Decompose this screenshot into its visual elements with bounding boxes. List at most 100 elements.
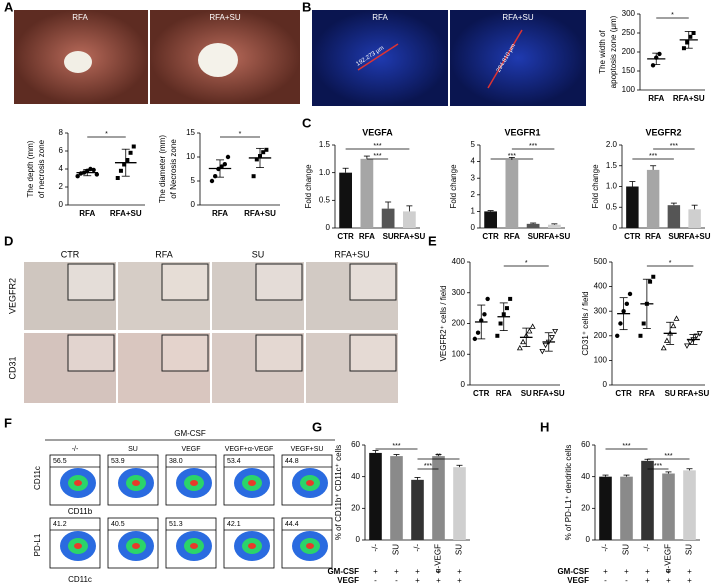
- y-tick-label: 0: [471, 223, 476, 232]
- x-tick-label: α-VEGF: [664, 544, 673, 573]
- point: [475, 330, 481, 335]
- micrograph-label: RFA+SU: [502, 13, 534, 22]
- lesion: [198, 43, 238, 77]
- point: [638, 333, 643, 338]
- panel-label: G: [312, 419, 322, 434]
- x-tick-label: SU: [521, 389, 532, 398]
- y-axis-label: % of CD11b⁺ CD11c⁺ cells: [334, 445, 343, 540]
- point: [213, 174, 218, 179]
- condition-value: +: [687, 567, 692, 576]
- condition-value: +: [436, 567, 441, 576]
- significance: ***: [670, 143, 678, 150]
- flow-value: 56.5: [53, 458, 67, 465]
- x-tick-label: CTR: [473, 389, 490, 398]
- point: [498, 321, 503, 326]
- y-tick-label: 40: [351, 472, 360, 481]
- point: [91, 167, 96, 173]
- y-tick-label: 0: [461, 380, 466, 389]
- bar: [505, 159, 519, 228]
- point: [526, 327, 533, 334]
- flow-column-label: VEGF+α-VEGF: [225, 446, 274, 453]
- point: [627, 291, 633, 297]
- x-tick-label: RFA: [648, 94, 664, 103]
- y-tick-label: 100: [594, 356, 608, 365]
- point: [688, 34, 693, 39]
- point: [225, 154, 231, 160]
- y-tick-label: 60: [351, 440, 360, 449]
- x-tick-label: CTR: [337, 232, 354, 241]
- significance: *: [669, 260, 672, 267]
- bar: [390, 456, 403, 540]
- bar: [453, 467, 466, 540]
- y-tick-label: 6: [59, 146, 64, 155]
- x-tick-label: SU: [392, 544, 401, 555]
- y-tick-label: 0.5: [606, 202, 618, 211]
- point: [504, 306, 509, 311]
- x-tick-label: RFA: [496, 389, 512, 398]
- significance: *: [105, 131, 108, 138]
- flow-population: [248, 480, 256, 486]
- bar: [688, 209, 701, 228]
- point: [219, 164, 224, 169]
- x-tick-label: RFA+SU: [677, 389, 709, 398]
- point: [482, 312, 487, 317]
- point: [641, 321, 646, 326]
- x-tick-label: RFA: [639, 389, 655, 398]
- x-tick-label: RFA+SU: [244, 209, 276, 218]
- y-tick-label: 4: [59, 164, 64, 173]
- x-tick-label: SU: [668, 232, 679, 241]
- condition-value: +: [645, 576, 650, 585]
- point: [683, 343, 690, 349]
- measure-line: [487, 29, 523, 89]
- flow-population: [306, 480, 314, 486]
- y-tick-label: 250: [622, 28, 636, 37]
- micrograph-label: RFA: [372, 13, 388, 22]
- y-tick-label: 300: [452, 288, 466, 297]
- bar: [641, 460, 654, 540]
- row-label: VEGFR2: [7, 278, 17, 314]
- condition-value: +: [436, 576, 441, 585]
- measure-line: [357, 43, 399, 71]
- point: [251, 174, 256, 179]
- y-tick-label: 0.5: [319, 195, 331, 204]
- point: [681, 46, 686, 51]
- y-axis-label: % of PD-L1⁺ dendritic cells: [564, 445, 573, 541]
- point: [696, 331, 703, 337]
- row-label: CD31: [7, 356, 17, 379]
- flow-column-label: SU: [128, 446, 138, 453]
- y-tick-label: 100: [622, 85, 636, 94]
- y-tick-label: 1.0: [319, 168, 331, 177]
- flow-population: [132, 480, 140, 486]
- bar: [683, 470, 696, 540]
- y-tick-label: 5: [191, 176, 196, 185]
- point: [520, 338, 527, 345]
- x-tick-label: -/-: [371, 544, 380, 552]
- x-tick-label: RFA+SU: [538, 232, 570, 241]
- x-tick-label: RFA: [359, 232, 375, 241]
- y-tick-label: 300: [622, 9, 636, 18]
- y-tick-label: 0: [191, 200, 196, 209]
- x-tick-label: SU: [528, 232, 539, 241]
- column-label: CTR: [61, 249, 80, 259]
- y-axis-label: VEGFR2⁺ cells / field: [439, 286, 448, 362]
- significance: ***: [649, 153, 657, 160]
- y-tick-label: 100: [452, 349, 466, 358]
- y-tick-label: 1: [471, 207, 476, 216]
- panel-label: A: [4, 0, 14, 14]
- point: [670, 322, 677, 329]
- y-axis-label: of necrosis zone: [37, 139, 46, 198]
- y-tick-label: 0: [603, 380, 608, 389]
- point: [539, 348, 546, 355]
- x-tick-label: α-VEGF: [434, 544, 443, 573]
- bar: [360, 158, 374, 228]
- condition-value: -: [374, 576, 377, 585]
- point: [222, 162, 227, 167]
- point: [657, 51, 662, 57]
- flow-population: [306, 543, 314, 549]
- point: [693, 333, 700, 340]
- x-tick-label: RFA: [504, 232, 520, 241]
- y-axis-label: of Necrosis zone: [169, 139, 178, 199]
- condition-value: +: [687, 576, 692, 585]
- y-tick-label: 400: [452, 257, 466, 266]
